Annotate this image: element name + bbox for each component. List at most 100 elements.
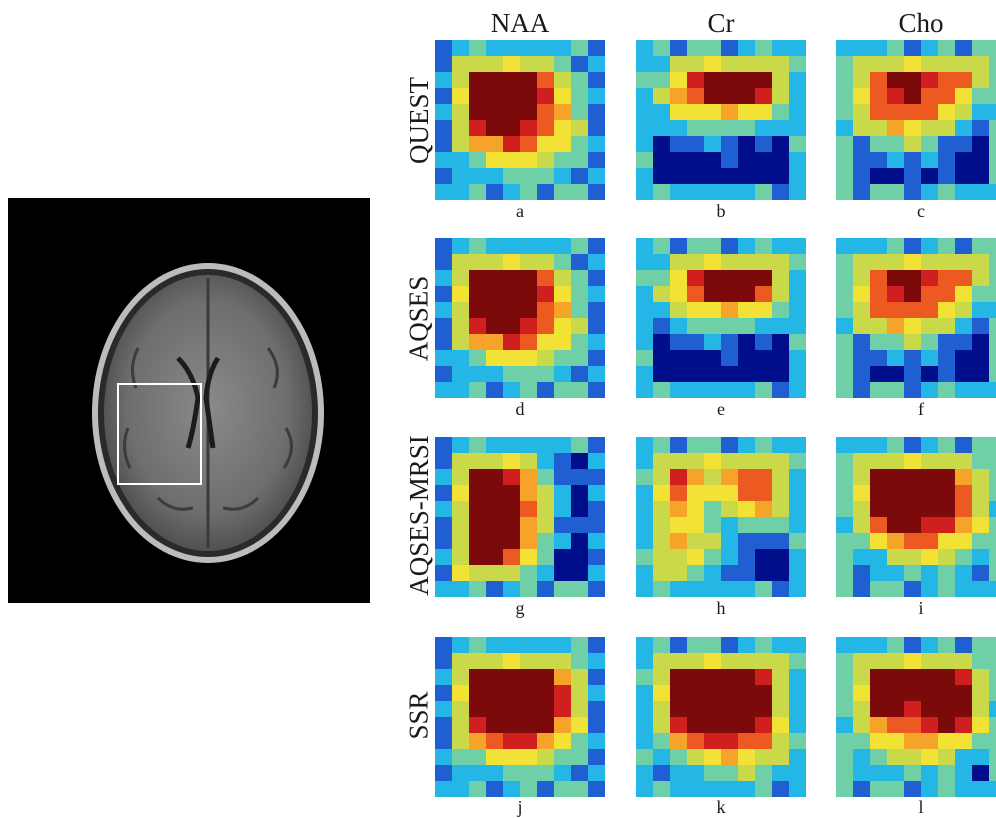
heatmap-cell xyxy=(486,366,504,383)
heatmap-cell xyxy=(972,453,990,470)
heatmap-cell xyxy=(554,637,572,654)
heatmap-cell xyxy=(789,88,806,105)
heatmap-cell xyxy=(955,437,973,454)
heatmap-cell xyxy=(904,286,922,303)
heatmap-ssr-cr xyxy=(636,637,806,797)
heatmap-cell xyxy=(469,40,487,57)
heatmap-cell xyxy=(989,637,996,654)
heatmap-cell xyxy=(670,733,688,750)
heatmap-cell xyxy=(670,72,688,89)
heatmap-cell xyxy=(670,136,688,153)
heatmap-cell xyxy=(836,437,854,454)
heatmap-cell xyxy=(537,286,555,303)
heatmap-cell xyxy=(853,168,871,185)
heatmap-cell xyxy=(921,517,939,534)
heatmap-cell xyxy=(789,56,806,73)
heatmap-cell xyxy=(469,653,487,670)
heatmap-cell xyxy=(972,334,990,351)
heatmap-cell xyxy=(571,40,589,57)
heatmap-cell xyxy=(520,56,538,73)
heatmap-cell xyxy=(670,88,688,105)
heatmap-cell xyxy=(486,733,504,750)
heatmap-cell xyxy=(469,168,487,185)
heatmap-cell xyxy=(486,469,504,486)
heatmap-cell xyxy=(853,501,871,518)
heatmap-cell xyxy=(921,437,939,454)
heatmap-cell xyxy=(755,749,773,766)
heatmap-cell xyxy=(520,270,538,287)
heatmap-cell xyxy=(904,120,922,137)
heatmap-cell xyxy=(887,437,905,454)
heatmap-cell xyxy=(588,382,605,398)
heatmap-cell xyxy=(989,669,996,686)
heatmap-cell xyxy=(636,501,654,518)
heatmap-cell xyxy=(721,350,739,367)
heatmap-cell xyxy=(687,184,705,200)
heatmap-cell xyxy=(870,270,888,287)
heatmap-cell xyxy=(789,485,806,502)
heatmap-cell xyxy=(870,56,888,73)
heatmap-cell xyxy=(469,517,487,534)
heatmap-cell xyxy=(636,581,654,597)
heatmap-cell xyxy=(789,136,806,153)
heatmap-cell xyxy=(721,733,739,750)
heatmap-cell xyxy=(571,717,589,734)
heatmap-cell xyxy=(853,749,871,766)
heatmap-cell xyxy=(938,781,956,797)
heatmap-cell xyxy=(836,270,854,287)
heatmap-cell xyxy=(687,453,705,470)
heatmap-cell xyxy=(520,184,538,200)
heatmap-cell xyxy=(853,238,871,255)
heatmap-cell xyxy=(921,549,939,566)
heatmap-cell xyxy=(503,184,521,200)
heatmap-cell xyxy=(452,717,470,734)
heatmap-cell xyxy=(836,302,854,319)
heatmap-cell xyxy=(721,469,739,486)
heatmap-cell xyxy=(469,685,487,702)
heatmap-cell xyxy=(853,717,871,734)
heatmap-cell xyxy=(503,104,521,121)
heatmap-cell xyxy=(588,238,605,255)
heatmap-cell xyxy=(636,302,654,319)
heatmap-cell xyxy=(636,334,654,351)
heatmap-cell xyxy=(520,501,538,518)
heatmap-cell xyxy=(554,302,572,319)
heatmap-cell xyxy=(755,781,773,797)
heatmap-cell xyxy=(789,270,806,287)
heatmap-cell xyxy=(789,168,806,185)
heatmap-cell xyxy=(836,56,854,73)
heatmap-cell xyxy=(921,581,939,597)
heatmap-cell xyxy=(537,685,555,702)
heatmap-cell xyxy=(772,765,790,782)
heatmap-cell xyxy=(670,437,688,454)
heatmap-cell xyxy=(435,685,453,702)
heatmap-cell xyxy=(972,781,990,797)
heatmap-cell xyxy=(452,485,470,502)
heatmap-cell xyxy=(989,184,996,200)
heatmap-cell xyxy=(870,733,888,750)
heatmap-cell xyxy=(721,120,739,137)
heatmap-cell xyxy=(853,184,871,200)
heatmap-cell xyxy=(955,302,973,319)
heatmap-cell xyxy=(972,469,990,486)
heatmap-cell xyxy=(653,238,671,255)
heatmap-cell xyxy=(435,765,453,782)
heatmap-cell xyxy=(571,382,589,398)
heatmap-cell xyxy=(452,549,470,566)
heatmap-cell xyxy=(571,565,589,582)
heatmap-cell xyxy=(435,437,453,454)
heatmap-cell xyxy=(554,501,572,518)
heatmap-cell xyxy=(670,517,688,534)
heatmap-cell xyxy=(452,517,470,534)
heatmap-cell xyxy=(452,88,470,105)
heatmap-cell xyxy=(636,637,654,654)
heatmap-cell xyxy=(921,501,939,518)
heatmap-cell xyxy=(721,765,739,782)
heatmap-cell xyxy=(738,238,756,255)
heatmap-cell xyxy=(452,72,470,89)
heatmap-cell xyxy=(904,104,922,121)
heatmap-cell xyxy=(738,501,756,518)
heatmap-cell xyxy=(904,382,922,398)
heatmap-cell xyxy=(537,120,555,137)
heatmap-cell xyxy=(520,302,538,319)
